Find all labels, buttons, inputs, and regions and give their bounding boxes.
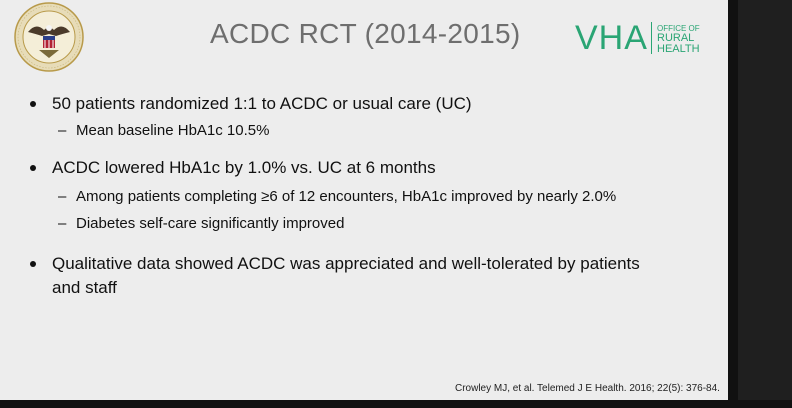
sub-bullet-text: Mean baseline HbA1c 10.5%	[76, 122, 270, 139]
sub-bullet-text: Diabetes self-care significantly improve…	[76, 215, 345, 232]
slide-title: ACDC RCT (2014-2015)	[210, 18, 521, 49]
vha-logo-office-of: OFFICE OF	[657, 24, 700, 33]
vha-logo-divider	[651, 22, 652, 54]
panel-edge	[728, 0, 738, 408]
sub-bullet-text: Among patients completing ≥6 of 12 encou…	[76, 188, 617, 205]
bullet-dot-icon	[30, 261, 36, 267]
bullet-text-line-1: Qualitative data showed ACDC was appreci…	[52, 254, 640, 273]
vha-logo-rural: RURAL	[657, 32, 695, 44]
dash-icon: –	[58, 122, 67, 139]
bullet-text-line-2: and staff	[52, 278, 117, 297]
bullet-text: ACDC lowered HbA1c by 1.0% vs. UC at 6 m…	[52, 158, 436, 177]
va-seal-icon	[14, 2, 84, 72]
dash-icon: –	[58, 188, 67, 205]
right-dark-panel	[728, 0, 792, 408]
bottom-dark-strip	[0, 400, 792, 408]
bullet-text: 50 patients randomized 1:1 to ACDC or us…	[52, 94, 472, 113]
vha-logo-text: VHA	[575, 19, 648, 57]
vha-logo-health: HEALTH	[657, 43, 700, 55]
citation: Crowley MJ, et al. Telemed J E Health. 2…	[455, 383, 720, 394]
bullet-dot-icon	[30, 165, 36, 171]
bullet-dot-icon	[30, 101, 36, 107]
dash-icon: –	[58, 215, 67, 232]
presentation-slide: ACDC RCT (2014-2015) VHA OFFICE OF RURAL…	[0, 0, 728, 400]
